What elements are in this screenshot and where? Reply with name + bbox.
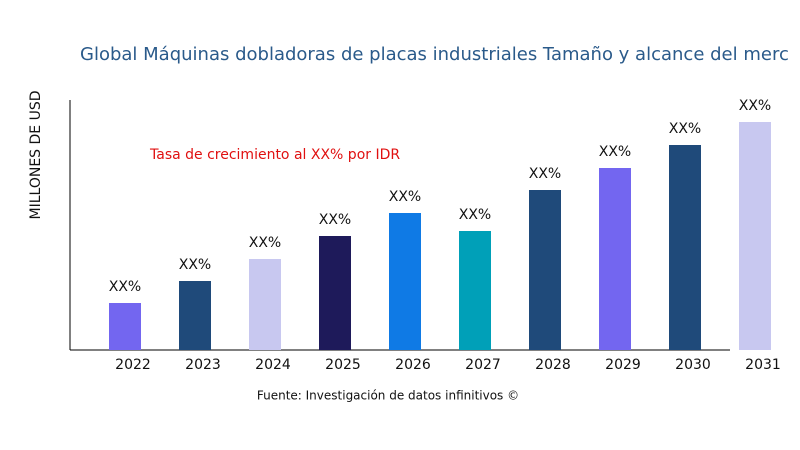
bar: [109, 303, 141, 350]
bar: [319, 236, 351, 350]
value-label: XX%: [459, 207, 491, 223]
bar: [389, 213, 421, 350]
value-label: XX%: [249, 235, 281, 251]
x-tick-label: 2030: [675, 357, 711, 373]
value-label: XX%: [109, 279, 141, 295]
value-label: XX%: [669, 121, 701, 137]
value-label: XX%: [739, 98, 771, 114]
annotation: Tasa de crecimiento al XX% por IDR: [149, 147, 400, 163]
bar: [179, 281, 211, 350]
x-tick-label: 2022: [115, 357, 151, 373]
bar: [249, 259, 281, 350]
value-label: XX%: [389, 189, 421, 205]
bar: [739, 122, 771, 350]
x-tick-label: 2031: [745, 357, 781, 373]
value-label: XX%: [179, 257, 211, 273]
value-label: XX%: [599, 144, 631, 160]
value-label: XX%: [319, 212, 351, 228]
x-tick-label: 2029: [605, 357, 641, 373]
x-tick-label: 2026: [395, 357, 431, 373]
y-axis-label: MILLONES DE USD: [28, 91, 44, 220]
x-tick-label: 2024: [255, 357, 291, 373]
x-tick-label: 2025: [325, 357, 361, 373]
x-tick-label: 2027: [465, 357, 501, 373]
bar: [459, 231, 491, 350]
x-tick-label: 2023: [185, 357, 221, 373]
source: Fuente: Investigación de datos infinitiv…: [257, 389, 519, 403]
bar: [669, 145, 701, 350]
x-tick-label: 2028: [535, 357, 571, 373]
bar: [529, 190, 561, 350]
bar: [599, 168, 631, 350]
value-label: XX%: [529, 166, 561, 182]
chart-title: Global Máquinas dobladoras de placas ind…: [80, 44, 789, 65]
